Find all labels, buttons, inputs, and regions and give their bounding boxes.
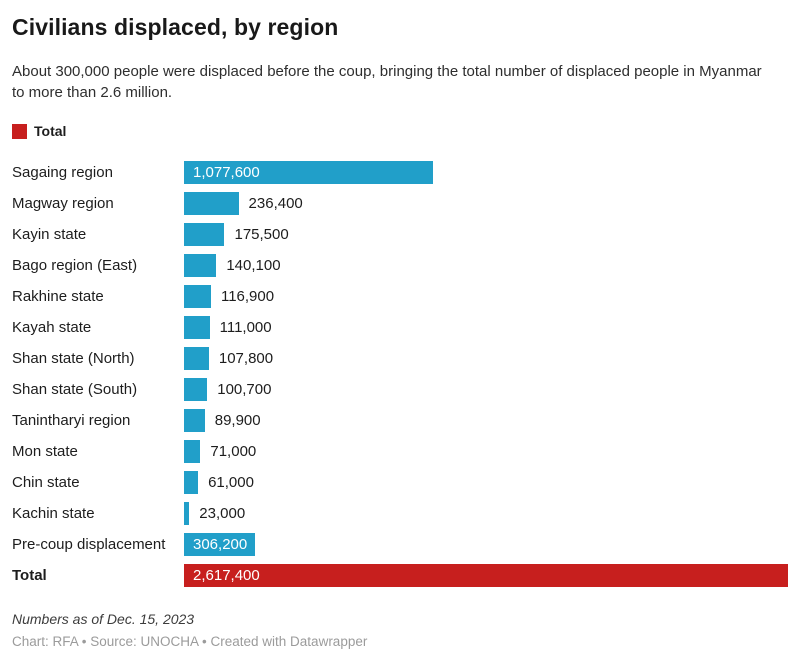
chart-row: Tanintharyi region 89,900 bbox=[12, 405, 788, 436]
bar: 306,200 bbox=[184, 533, 255, 556]
bar bbox=[184, 409, 205, 432]
bar-chart: Sagaing region 1,077,600 Magway region 236,… bbox=[12, 157, 788, 591]
chart-row: Kayin state 175,500 bbox=[12, 219, 788, 250]
chart-row: Shan state (North) 107,800 bbox=[12, 343, 788, 374]
bar-track: 116,900 bbox=[184, 285, 788, 308]
row-label: Total bbox=[12, 567, 47, 584]
bar: 1,077,600 bbox=[184, 161, 433, 184]
bar bbox=[184, 285, 211, 308]
bar-value: 111,000 bbox=[219, 319, 272, 336]
bar-track: 61,000 bbox=[184, 471, 788, 494]
bar-value: 116,900 bbox=[220, 288, 275, 305]
bar bbox=[184, 254, 217, 277]
row-label: Kayah state bbox=[12, 319, 92, 336]
chart-credit: Chart: RFA • Source: UNOCHA • Created wi… bbox=[12, 634, 368, 649]
chart-row: Kachin state 23,000 bbox=[12, 498, 788, 529]
bar bbox=[184, 440, 201, 463]
bar-value: 1,077,600 bbox=[193, 164, 260, 181]
chart-row: Bago region (East) 140,100 bbox=[12, 250, 788, 281]
row-label: Magway region bbox=[12, 195, 114, 212]
chart-row: Total 2,617,400 bbox=[12, 560, 788, 591]
row-label: Chin state bbox=[12, 474, 80, 491]
bar-value: 100,700 bbox=[217, 381, 272, 398]
legend-label: Total bbox=[34, 123, 67, 139]
total-bar: 2,617,400 bbox=[184, 564, 788, 587]
bar-track: 23,000 bbox=[184, 502, 788, 525]
bar bbox=[184, 192, 239, 215]
bar-track: 140,100 bbox=[184, 254, 788, 277]
bar bbox=[184, 378, 208, 401]
bar-track: 111,000 bbox=[184, 316, 788, 339]
bar bbox=[184, 502, 190, 525]
bar bbox=[184, 347, 209, 370]
chart-row: Magway region 236,400 bbox=[12, 188, 788, 219]
bar bbox=[184, 316, 210, 339]
chart-row: Mon state 71,000 bbox=[12, 436, 788, 467]
bar-value: 89,900 bbox=[214, 412, 261, 429]
row-label: Pre-coup displacement bbox=[12, 536, 166, 553]
legend: Total bbox=[12, 123, 788, 139]
bar-track: 107,800 bbox=[184, 347, 788, 370]
chart-row: Shan state (South) 100,700 bbox=[12, 374, 788, 405]
bar bbox=[184, 223, 225, 246]
chart-row: Rakhine state 116,900 bbox=[12, 281, 788, 312]
row-label: Bago region (East) bbox=[12, 257, 138, 274]
row-label: Mon state bbox=[12, 443, 78, 460]
row-label: Shan state (North) bbox=[12, 350, 135, 367]
row-label: Kayin state bbox=[12, 226, 87, 243]
bar-value: 236,400 bbox=[248, 195, 303, 212]
bar-value: 140,100 bbox=[226, 257, 281, 274]
bar-value: 306,200 bbox=[193, 536, 248, 553]
bar-value: 175,500 bbox=[234, 226, 289, 243]
row-label: Shan state (South) bbox=[12, 381, 138, 398]
bar-value: 107,800 bbox=[218, 350, 274, 367]
bar bbox=[184, 471, 199, 494]
bar-value: 23,000 bbox=[199, 505, 246, 522]
bar-value: 71,000 bbox=[210, 443, 257, 460]
legend-swatch-total bbox=[12, 123, 27, 139]
chart-subtitle: About 300,000 people were displaced befo… bbox=[12, 63, 762, 101]
row-label: Rakhine state bbox=[12, 288, 104, 305]
bar-track: 2,617,400 bbox=[184, 564, 788, 587]
bar-track: 71,000 bbox=[184, 440, 788, 463]
page-title: Civilians displaced, by region bbox=[12, 14, 339, 40]
chart-notes: Numbers as of Dec. 15, 2023 bbox=[12, 611, 195, 627]
row-label: Sagaing region bbox=[12, 164, 113, 181]
bar-value: 2,617,400 bbox=[193, 567, 260, 584]
bar-track: 306,200 bbox=[184, 533, 788, 556]
bar-track: 236,400 bbox=[184, 192, 788, 215]
bar-track: 175,500 bbox=[184, 223, 788, 246]
bar-track: 89,900 bbox=[184, 409, 788, 432]
chart-row: Kayah state 111,000 bbox=[12, 312, 788, 343]
chart-row: Sagaing region 1,077,600 bbox=[12, 157, 788, 188]
bar-track: 1,077,600 bbox=[184, 161, 788, 184]
chart-row: Chin state 61,000 bbox=[12, 467, 788, 498]
row-label: Kachin state bbox=[12, 505, 95, 522]
bar-track: 100,700 bbox=[184, 378, 788, 401]
row-label: Tanintharyi region bbox=[12, 412, 131, 429]
chart-row: Pre-coup displacement 306,200 bbox=[12, 529, 788, 560]
bar-value: 61,000 bbox=[208, 474, 254, 491]
